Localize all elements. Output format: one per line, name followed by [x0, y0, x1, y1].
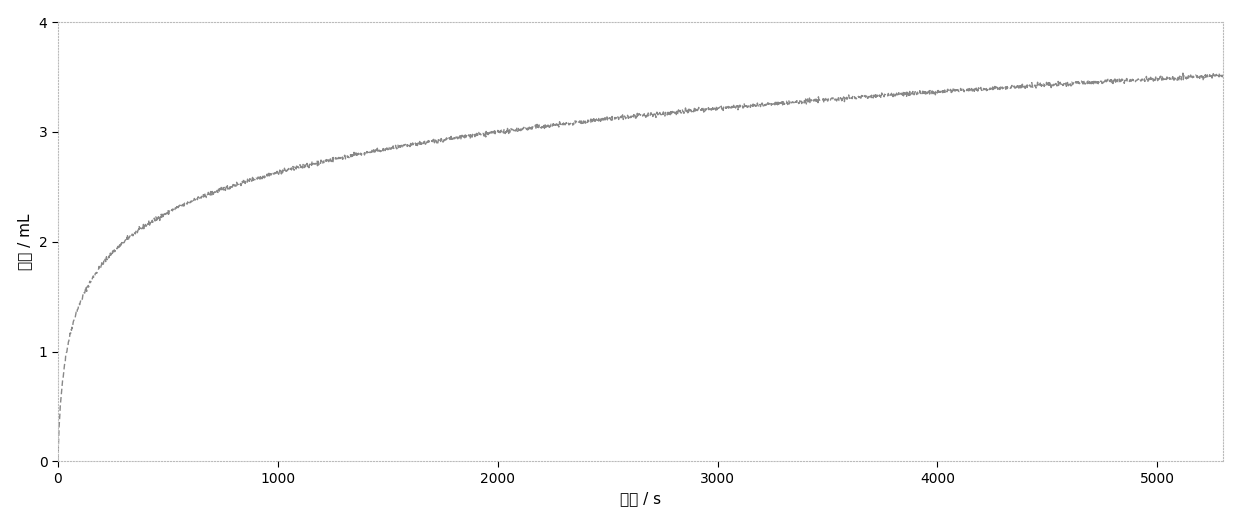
- X-axis label: 时间 / s: 时间 / s: [620, 491, 661, 506]
- Y-axis label: 体积 / mL: 体积 / mL: [16, 213, 32, 270]
